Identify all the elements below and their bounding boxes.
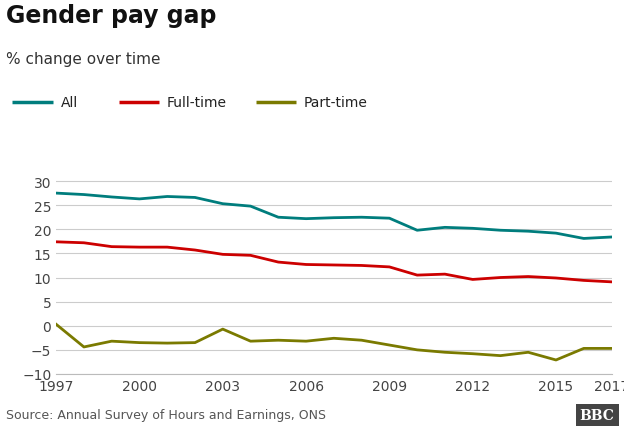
- Text: Source: Annual Survey of Hours and Earnings, ONS: Source: Annual Survey of Hours and Earni…: [6, 408, 326, 421]
- Text: Part-time: Part-time: [304, 96, 368, 110]
- Text: BBC: BBC: [580, 408, 615, 422]
- Text: % change over time: % change over time: [6, 52, 161, 67]
- Text: Full-time: Full-time: [167, 96, 227, 110]
- Text: Gender pay gap: Gender pay gap: [6, 4, 217, 28]
- Text: All: All: [61, 96, 78, 110]
